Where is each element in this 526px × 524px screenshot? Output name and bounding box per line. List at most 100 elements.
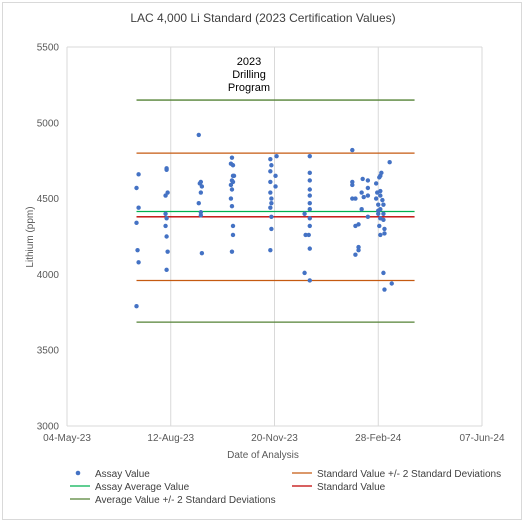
assay-point <box>268 169 273 174</box>
assay-point <box>373 181 379 186</box>
assay-point <box>136 172 141 177</box>
y-tick-label: 4000 <box>37 270 60 281</box>
assay-point <box>230 232 236 238</box>
assay-point <box>198 213 204 218</box>
legend-item-standard-value: Standard Value <box>292 482 386 493</box>
assay-point <box>350 147 355 153</box>
assay-point <box>302 211 307 216</box>
assay-point <box>164 166 169 171</box>
assay-point <box>135 247 140 253</box>
assay-point <box>163 223 168 229</box>
assay-point <box>307 216 312 221</box>
assay-point <box>378 193 383 198</box>
gridlines <box>170 47 379 426</box>
assay-point <box>379 170 384 176</box>
assay-point <box>365 214 371 219</box>
assay-points <box>134 132 394 309</box>
assay-point <box>273 173 278 179</box>
assay-point <box>229 203 235 209</box>
y-axis-title: Lithium (ppm) <box>25 206 36 267</box>
assay-point <box>378 188 383 194</box>
assay-point <box>356 222 361 227</box>
assay-point <box>268 205 273 210</box>
y-tick-label: 5500 <box>37 43 60 54</box>
assay-point <box>163 211 168 216</box>
assay-point <box>376 202 381 207</box>
assay-point <box>165 190 170 195</box>
assay-point <box>359 207 364 212</box>
assay-point <box>350 182 355 188</box>
assay-point <box>302 270 307 276</box>
x-tick-label: 28-Feb-24 <box>355 433 402 444</box>
y-tick-label: 3500 <box>37 346 60 357</box>
assay-point <box>134 304 139 309</box>
assay-point <box>268 190 273 195</box>
assay-point <box>164 216 169 221</box>
assay-point <box>165 249 170 254</box>
y-tick-label: 5000 <box>37 118 60 129</box>
legend-item-standard-2sd: Standard Value +/- 2 Standard Deviations <box>292 469 501 480</box>
legend-label-standard-value: Standard Value <box>317 482 386 493</box>
assay-point <box>376 211 381 216</box>
assay-point <box>307 200 312 206</box>
assay-point <box>307 170 312 176</box>
assay-point <box>381 211 386 216</box>
assay-point <box>231 173 237 179</box>
assay-point <box>228 182 234 188</box>
x-axis-ticks: 04-May-23 12-Aug-23 20-Nov-23 28-Feb-24 07-J… <box>43 433 505 444</box>
assay-point <box>378 232 383 238</box>
assay-point <box>307 187 312 192</box>
assay-point <box>365 185 371 191</box>
x-tick-label: 20-Nov-23 <box>251 433 298 444</box>
assay-point <box>134 220 139 226</box>
assay-point <box>269 214 274 219</box>
assay-point <box>164 234 169 239</box>
assay-point <box>376 208 381 213</box>
assay-point <box>377 223 382 229</box>
x-tick-label: 04-May-23 <box>43 433 91 444</box>
assay-point <box>229 155 235 160</box>
assay-point <box>365 178 371 183</box>
assay-point <box>389 281 394 286</box>
assay-point <box>306 232 311 238</box>
y-tick-label: 3000 <box>37 422 60 433</box>
assay-point <box>136 260 141 265</box>
assay-point <box>350 179 355 185</box>
assay-point <box>307 278 312 283</box>
assay-point <box>307 246 312 251</box>
assay-point <box>268 156 273 162</box>
annotation-line-1: 2023 <box>237 56 261 68</box>
legend-label-standard-2sd: Standard Value +/- 2 Standard Deviations <box>317 469 501 480</box>
assay-point <box>360 176 365 182</box>
y-tick-label: 4500 <box>37 194 60 205</box>
x-tick-label: 07-Jun-24 <box>459 433 504 444</box>
assay-point <box>381 217 386 223</box>
assay-point <box>196 200 201 206</box>
assay-point <box>381 202 386 207</box>
annotation-line-3: Program <box>228 82 270 94</box>
assay-point <box>274 153 279 159</box>
assay-point <box>350 196 355 201</box>
assay-point <box>269 163 274 168</box>
legend-item-average-2sd: Average Value +/- 2 Standard Deviations <box>70 495 276 506</box>
assay-point <box>199 184 205 189</box>
assay-point <box>229 249 235 254</box>
assay-point <box>269 196 274 201</box>
reference-lines <box>136 99 415 323</box>
assay-point <box>361 194 366 200</box>
assay-point <box>134 185 139 191</box>
assay-point <box>377 175 382 180</box>
annotation-line-2: Drilling <box>232 69 266 81</box>
assay-point <box>269 200 274 206</box>
legend: Assay Value Standard Value +/- 2 Standar… <box>70 469 501 506</box>
assay-point <box>307 178 312 183</box>
assay-point <box>303 232 308 238</box>
assay-point <box>199 250 205 256</box>
assay-point <box>268 179 273 185</box>
assay-point <box>307 207 312 212</box>
assay-point <box>382 287 387 292</box>
assay-point <box>229 187 235 192</box>
assay-point <box>198 210 204 215</box>
annotation: 2023 Drilling Program <box>228 56 270 94</box>
assay-point <box>228 196 234 201</box>
